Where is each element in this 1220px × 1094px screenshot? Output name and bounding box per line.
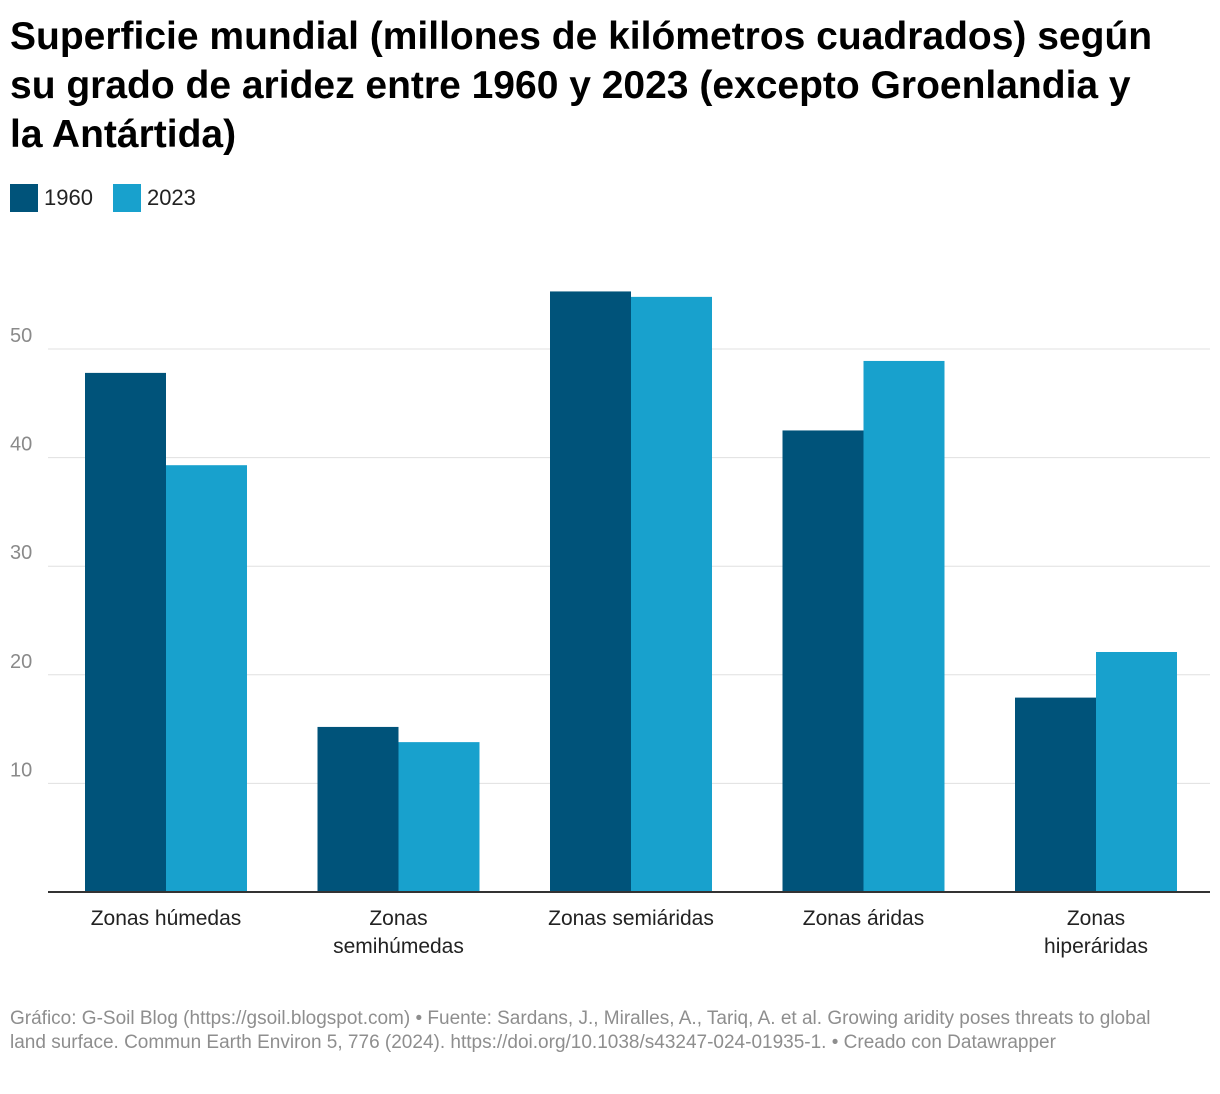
legend-swatch-1960 (10, 184, 38, 212)
bar-2023-1 (166, 465, 247, 892)
legend-label-2023: 2023 (146, 185, 196, 210)
bar-1960-4 (782, 430, 864, 892)
y-tick-label: 50 (10, 325, 32, 347)
y-tick-label: 20 (10, 651, 32, 673)
y-tick-label: 40 (10, 434, 32, 456)
x-tick-label: Zonas áridas (803, 907, 924, 930)
axes: Zonas húmedas Zonas semihúmedas Zonas semiá… (48, 891, 1210, 958)
bar-1960-2 (317, 726, 399, 892)
x-tick-label: Zonas semihúmedas (333, 907, 464, 958)
bar-1960-5 (1015, 697, 1096, 892)
x-tick-label: Zonas hiperáridas (1044, 907, 1148, 958)
bar-1960-3 (550, 291, 631, 892)
bar-2023-5 (1096, 651, 1177, 892)
legend-swatch-2023 (112, 184, 141, 212)
legend-item-2023: 2023 (112, 184, 196, 212)
bar-1960-1 (85, 372, 166, 893)
x-tick-label: Zonas húmedas (91, 907, 242, 930)
legend: 1960 2023 (10, 184, 216, 212)
chart-title: Superficie mundial (millones de kilómetr… (10, 15, 1153, 156)
bars (85, 291, 1177, 893)
y-tick-label: 10 (10, 759, 32, 781)
bar-2023-4 (863, 360, 945, 892)
legend-item-1960: 1960 (10, 184, 93, 212)
bar-chart: 10 20 30 40 50 Zonas húmedas Zonas semihúmedas… (10, 291, 1210, 958)
y-tick-label: 30 (10, 542, 32, 564)
bar-2023-2 (398, 742, 480, 892)
footer-credits: Gráfico: G-Soil Blog (https://gsoil.blog… (10, 1008, 1151, 1053)
x-tick-label: Zonas semiáridas (548, 907, 714, 930)
bar-2023-3 (631, 296, 712, 892)
legend-label-1960: 1960 (44, 185, 93, 210)
